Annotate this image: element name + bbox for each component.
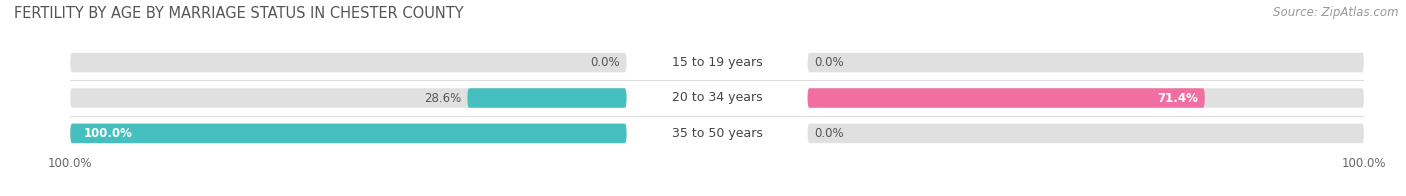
FancyBboxPatch shape xyxy=(807,88,1205,108)
Text: 0.0%: 0.0% xyxy=(814,56,844,69)
Text: 28.6%: 28.6% xyxy=(423,92,461,104)
Text: 0.0%: 0.0% xyxy=(591,56,620,69)
FancyBboxPatch shape xyxy=(70,124,627,143)
FancyBboxPatch shape xyxy=(807,53,1364,72)
FancyBboxPatch shape xyxy=(70,124,627,143)
Text: 100.0%: 100.0% xyxy=(83,127,132,140)
FancyBboxPatch shape xyxy=(467,88,627,108)
Text: 15 to 19 years: 15 to 19 years xyxy=(672,56,762,69)
Text: Source: ZipAtlas.com: Source: ZipAtlas.com xyxy=(1274,6,1399,19)
FancyBboxPatch shape xyxy=(807,124,1364,143)
Text: 20 to 34 years: 20 to 34 years xyxy=(672,92,762,104)
Text: 0.0%: 0.0% xyxy=(814,127,844,140)
Text: 35 to 50 years: 35 to 50 years xyxy=(672,127,762,140)
FancyBboxPatch shape xyxy=(70,53,627,72)
Text: FERTILITY BY AGE BY MARRIAGE STATUS IN CHESTER COUNTY: FERTILITY BY AGE BY MARRIAGE STATUS IN C… xyxy=(14,6,464,21)
FancyBboxPatch shape xyxy=(70,88,627,108)
FancyBboxPatch shape xyxy=(807,88,1364,108)
Text: 71.4%: 71.4% xyxy=(1157,92,1198,104)
